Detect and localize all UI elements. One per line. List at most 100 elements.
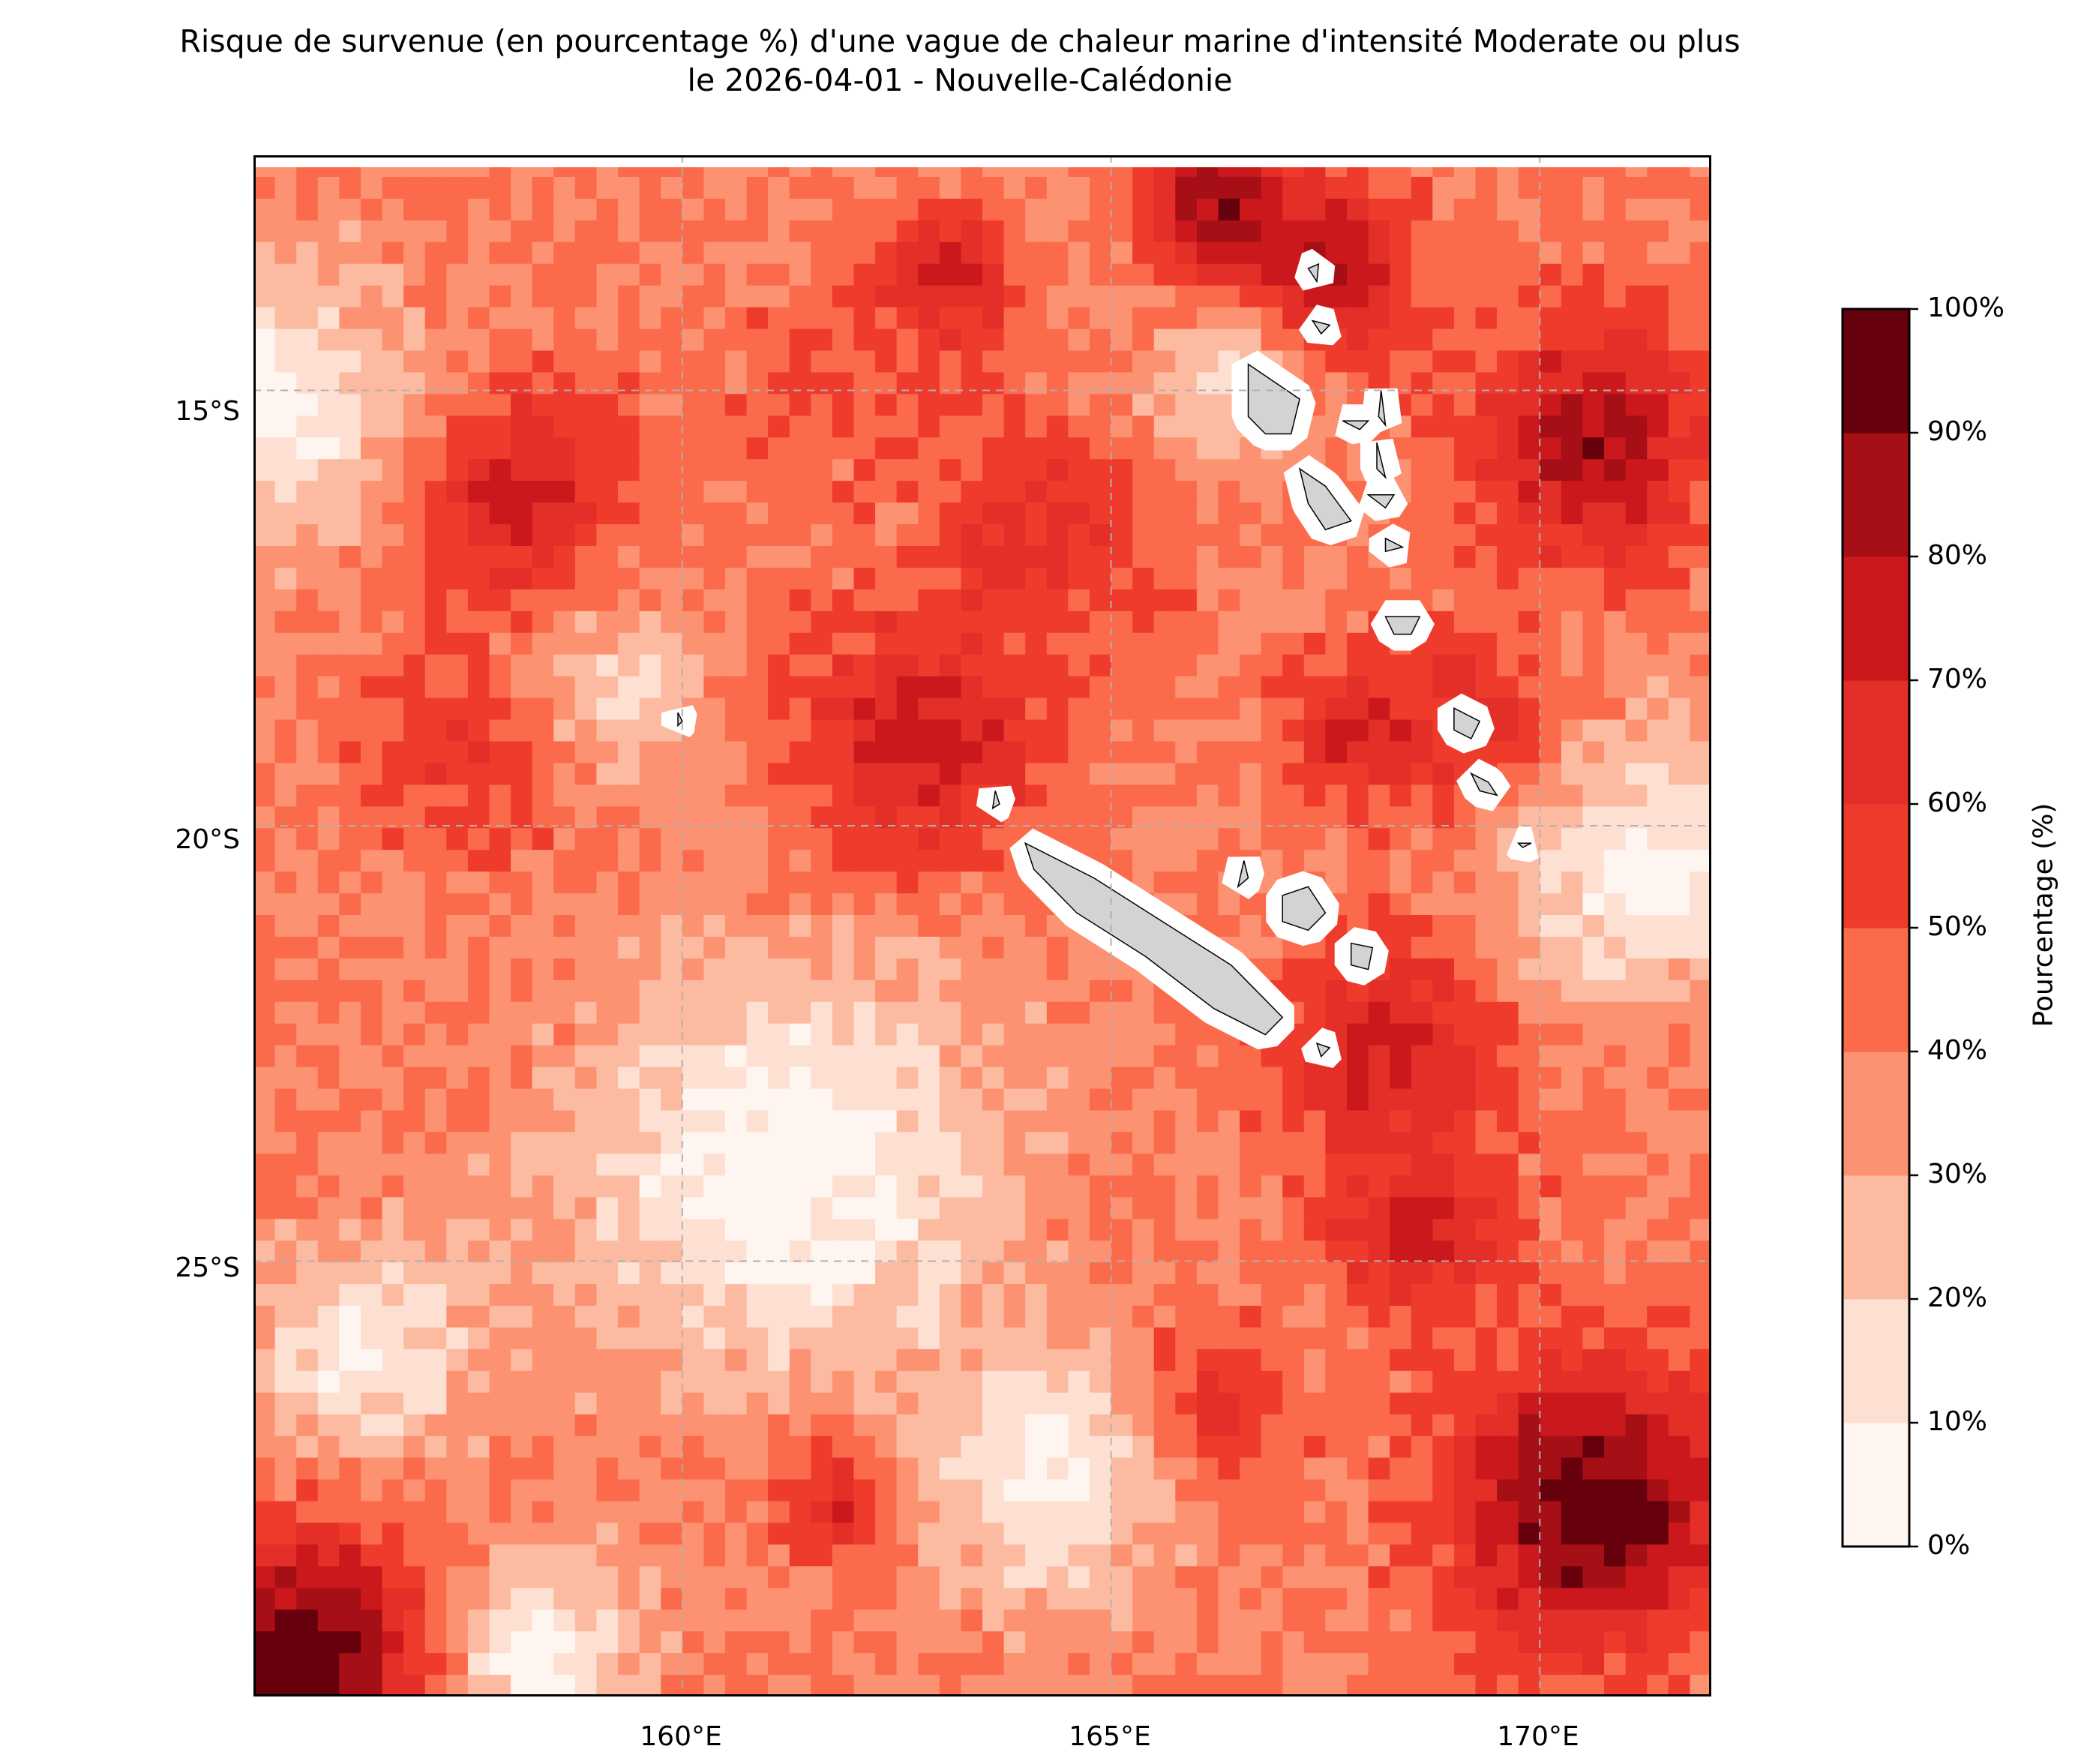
heatmap-cell (1068, 654, 1090, 677)
heatmap-cell (1432, 610, 1455, 634)
heatmap-cell (574, 1414, 598, 1437)
heatmap-cell (618, 1154, 640, 1177)
heatmap-cell (1690, 980, 1711, 1003)
heatmap-cell (961, 872, 983, 894)
heatmap-cell (875, 1522, 898, 1546)
heatmap-cell (360, 1088, 383, 1112)
heatmap-cell (253, 220, 276, 243)
heatmap-cell (574, 1675, 598, 1696)
heatmap-cell (1368, 1219, 1390, 1241)
heatmap-cell (446, 176, 469, 200)
heatmap-cell (1432, 545, 1455, 568)
heatmap-cell (1668, 1675, 1691, 1696)
heatmap-cell (1647, 958, 1669, 981)
heatmap-cell (789, 632, 812, 656)
heatmap-cell (1453, 1414, 1477, 1437)
heatmap-cell (253, 654, 276, 677)
heatmap-cell (1411, 1348, 1434, 1372)
heatmap-cell (1282, 1544, 1305, 1568)
heatmap-cell (553, 1566, 576, 1589)
island-polygon (1247, 363, 1300, 435)
heatmap-cell (982, 242, 1005, 265)
heatmap-cell (682, 763, 705, 786)
heatmap-cell (253, 1132, 276, 1155)
heatmap-cell (1089, 242, 1112, 265)
heatmap-cell (360, 1653, 383, 1676)
heatmap-cell (1111, 1088, 1133, 1112)
heatmap-cell (1604, 1522, 1627, 1546)
heatmap-cell (339, 936, 361, 959)
heatmap-cell (403, 654, 426, 677)
heatmap-cell (553, 1675, 576, 1696)
heatmap-cell (618, 1392, 640, 1415)
heatmap-cell (789, 1327, 812, 1350)
heatmap-cell (1561, 1066, 1584, 1090)
heatmap-cell (1025, 285, 1048, 308)
heatmap-cell (489, 220, 511, 243)
heatmap-cell (982, 328, 1005, 352)
heatmap-cell (724, 893, 748, 916)
heatmap-cell (1625, 1327, 1648, 1350)
heatmap-cell (639, 372, 661, 395)
heatmap-cell (896, 676, 919, 699)
heatmap-cell (1518, 1219, 1541, 1241)
heatmap-cell (1668, 1219, 1691, 1241)
heatmap-cell (467, 1610, 490, 1632)
heatmap-cell (768, 1348, 790, 1372)
heatmap-cell (1625, 1306, 1648, 1328)
heatmap-cell (853, 1348, 876, 1372)
heatmap-cell (1390, 350, 1412, 374)
heatmap-cell (1647, 524, 1669, 547)
heatmap-cell (1003, 198, 1026, 221)
heatmap-cell (939, 350, 962, 374)
heatmap-cell (253, 1023, 276, 1046)
heatmap-cell (1068, 676, 1090, 699)
heatmap-cell (682, 416, 705, 439)
heatmap-cell (1647, 1414, 1669, 1437)
heatmap-cell (618, 1436, 640, 1459)
heatmap-cell (360, 1327, 383, 1350)
heatmap-cell (424, 1306, 448, 1328)
heatmap-cell (1089, 524, 1112, 547)
heatmap-cell (253, 1501, 276, 1524)
heatmap-cell (1261, 1479, 1284, 1502)
heatmap-cell (446, 893, 469, 916)
heatmap-cell (1540, 220, 1562, 243)
heatmap-cell (1411, 1284, 1434, 1306)
heatmap-cell (1111, 1479, 1133, 1502)
heatmap-cell (382, 1414, 404, 1437)
heatmap-cell (553, 719, 576, 742)
heatmap-cell (1175, 545, 1198, 568)
heatmap-cell (424, 1566, 448, 1589)
heatmap-cell (961, 632, 983, 656)
heatmap-cell (1303, 1392, 1327, 1415)
heatmap-cell (661, 1631, 683, 1654)
heatmap-cell (961, 1132, 983, 1155)
heatmap-cell (1046, 1414, 1069, 1437)
heatmap-cell (1261, 784, 1284, 808)
heatmap-cell (1068, 372, 1090, 395)
heatmap-cell (317, 654, 340, 677)
heatmap-cell (1625, 1501, 1648, 1524)
heatmap-cell (1089, 1436, 1112, 1459)
heatmap-cell (1368, 1588, 1390, 1611)
heatmap-cell (446, 1023, 469, 1046)
heatmap-cell (961, 502, 983, 525)
heatmap-cell (596, 632, 619, 656)
heatmap-cell (875, 416, 898, 439)
heatmap-cell (1390, 654, 1412, 677)
heatmap-cell (296, 307, 319, 330)
heatmap-cell (661, 416, 683, 439)
heatmap-cell (360, 980, 383, 1003)
heatmap-cell (1390, 915, 1412, 938)
heatmap-cell (1690, 784, 1711, 808)
heatmap-cell (1411, 915, 1434, 938)
heatmap-cell (811, 263, 833, 286)
heatmap-cell (961, 328, 983, 352)
heatmap-cell (1282, 1522, 1305, 1546)
heatmap-cell (1668, 980, 1691, 1003)
heatmap-cell (1561, 1501, 1584, 1524)
heatmap-cell (1582, 1631, 1605, 1654)
heatmap-cell (596, 610, 619, 634)
heatmap-cell (1497, 1436, 1519, 1459)
